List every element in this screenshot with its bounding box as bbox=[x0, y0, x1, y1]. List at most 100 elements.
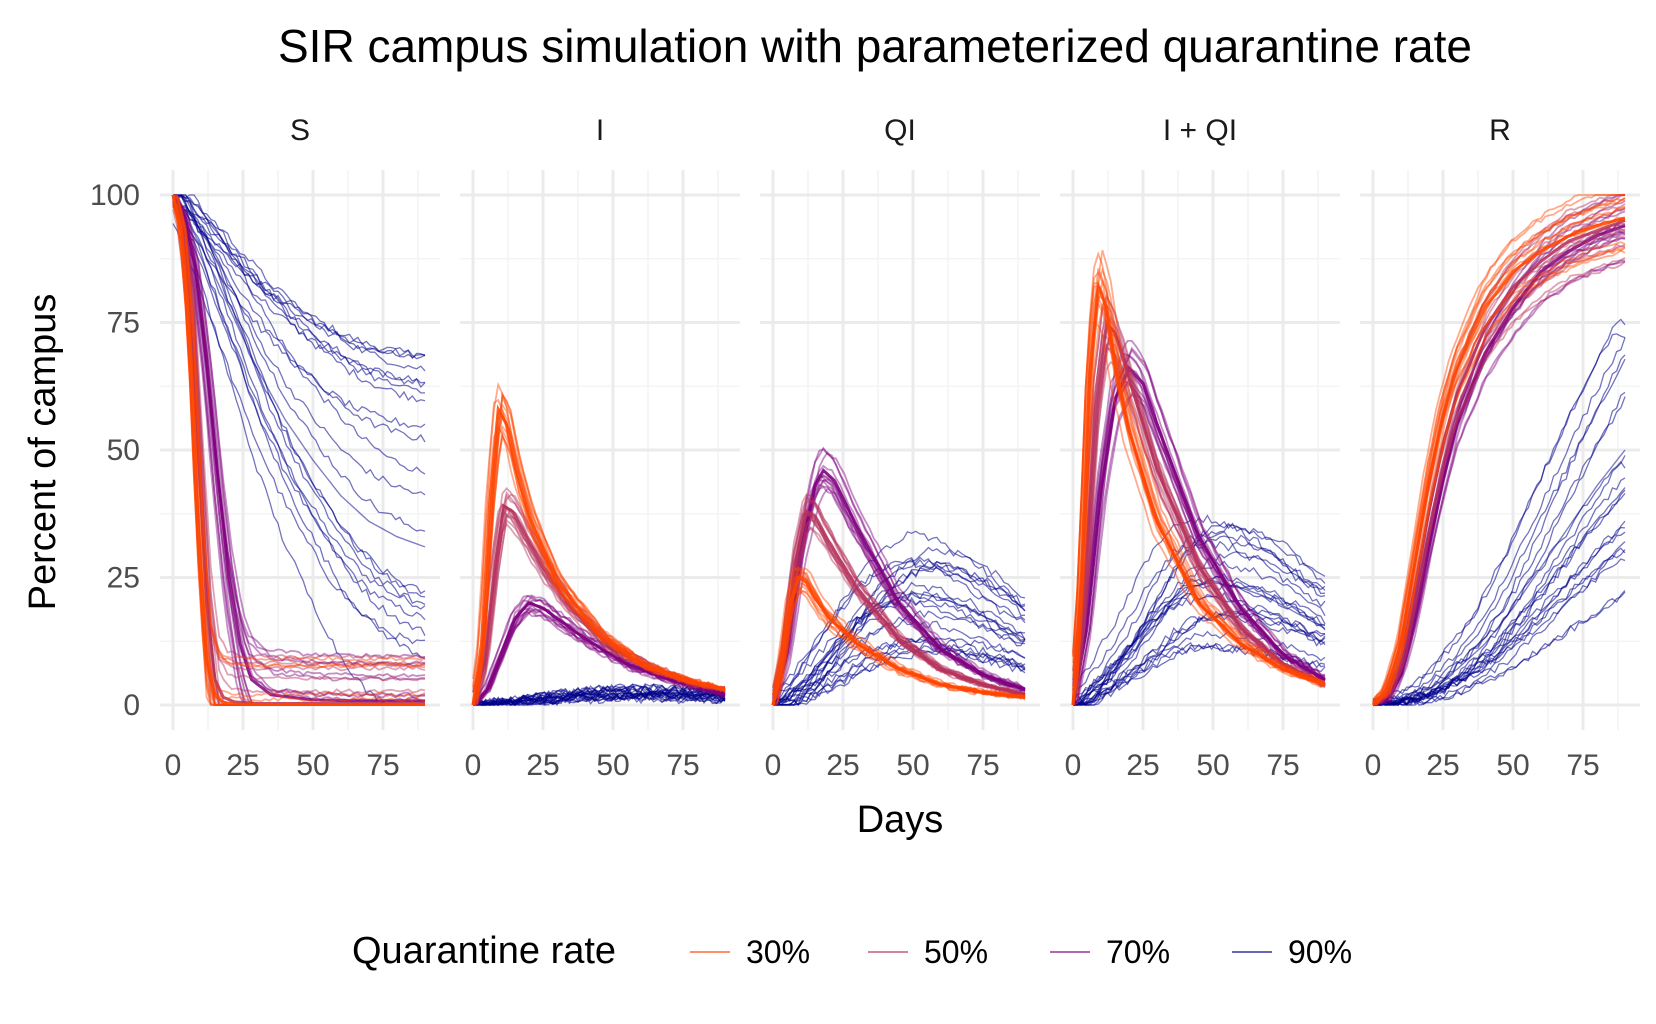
x-tick-label: 0 bbox=[1365, 749, 1382, 782]
series-mean-line-70pct bbox=[471, 601, 726, 707]
x-tick-label: 75 bbox=[1266, 749, 1299, 782]
facet-strip-label: I + QI bbox=[1163, 114, 1237, 147]
series-line-30pct bbox=[1372, 249, 1626, 706]
series-line-90pct bbox=[1373, 541, 1626, 706]
x-tick-label: 0 bbox=[165, 749, 182, 782]
series-line-90pct bbox=[172, 198, 426, 360]
series-line-30pct bbox=[172, 194, 426, 662]
series-line-30pct bbox=[1072, 249, 1326, 705]
x-tick-label: 0 bbox=[765, 749, 782, 782]
y-tick-label: 25 bbox=[107, 562, 140, 595]
series-line-50pct bbox=[1372, 235, 1626, 705]
series-line-30pct bbox=[472, 433, 726, 705]
facet-panel-iqi: I + QI 0 25 50 75 bbox=[1060, 114, 1340, 782]
series-line-90pct bbox=[172, 202, 426, 384]
series-line-90pct bbox=[172, 194, 426, 443]
series-line-30pct bbox=[172, 194, 426, 698]
x-axis-title: Days bbox=[857, 799, 944, 841]
series-line-70pct bbox=[1072, 369, 1326, 684]
series-line-70pct bbox=[472, 594, 726, 706]
series-line-90pct bbox=[172, 194, 426, 496]
series-mean-line-70pct bbox=[771, 468, 1026, 706]
series-line-30pct bbox=[1072, 321, 1326, 689]
legend-label: 30% bbox=[746, 934, 810, 970]
x-tick-label: 50 bbox=[596, 749, 629, 782]
series-30pct bbox=[1371, 194, 1626, 707]
series-line-90pct bbox=[1372, 358, 1626, 706]
series-line-90pct bbox=[772, 649, 1026, 706]
y-axis-title: Percent of campus bbox=[22, 294, 64, 611]
series-line-90pct bbox=[172, 196, 426, 606]
series-line-90pct bbox=[1372, 333, 1626, 702]
facet-panel-i: I 0 25 50 75 bbox=[460, 114, 740, 782]
series-line-70pct bbox=[772, 485, 1026, 698]
series-line-90pct bbox=[172, 204, 426, 621]
series-line-30pct bbox=[1072, 294, 1326, 699]
series-line-70pct bbox=[772, 446, 1026, 703]
series-line-90pct bbox=[172, 194, 426, 372]
series-line-90pct bbox=[1072, 576, 1326, 706]
x-tick-label: 25 bbox=[1126, 749, 1159, 782]
series-line-50pct bbox=[1372, 256, 1626, 705]
facet-strip-label: R bbox=[1489, 114, 1511, 147]
series-line-30pct bbox=[172, 195, 426, 668]
series-line-50pct bbox=[1372, 227, 1626, 706]
series-line-70pct bbox=[173, 194, 426, 666]
series-70pct bbox=[1372, 194, 1626, 707]
x-tick-label: 50 bbox=[296, 749, 329, 782]
x-tick-label: 25 bbox=[526, 749, 559, 782]
series-mean-line-30pct bbox=[171, 194, 425, 706]
series-line-30pct bbox=[773, 566, 1026, 705]
x-tick-label: 75 bbox=[666, 749, 699, 782]
facet-panel-r: R 0 25 50 75 bbox=[1360, 114, 1640, 782]
series-90pct bbox=[1372, 318, 1626, 707]
x-tick-label: 25 bbox=[226, 749, 259, 782]
series-50pct bbox=[1372, 194, 1626, 707]
series-line-90pct bbox=[772, 634, 1026, 706]
series-line-70pct bbox=[1072, 394, 1326, 706]
series-line-90pct bbox=[772, 560, 1026, 706]
series-line-50pct bbox=[172, 195, 426, 660]
series-line-90pct bbox=[172, 194, 426, 595]
series-line-50pct bbox=[772, 500, 1026, 706]
series-70pct bbox=[771, 446, 1026, 707]
series-line-70pct bbox=[1372, 210, 1626, 706]
x-tick-label: 75 bbox=[1566, 749, 1599, 782]
y-tick-label: 75 bbox=[107, 307, 140, 340]
series-line-70pct bbox=[172, 194, 426, 682]
series-line-30pct bbox=[1072, 278, 1326, 706]
series-line-30pct bbox=[1372, 198, 1626, 704]
x-tick-label: 75 bbox=[366, 749, 399, 782]
series-line-70pct bbox=[172, 201, 425, 698]
series-30pct bbox=[471, 381, 726, 706]
series-line-30pct bbox=[1072, 267, 1326, 706]
series-line-90pct bbox=[172, 206, 426, 429]
facet-panels: S 0 25 50 75 I 0 25 50 75 QI 0 25 50 75 I + QI 0 25 50 75 R 0… bbox=[160, 114, 1640, 782]
series-line-30pct bbox=[1372, 196, 1626, 706]
y-tick-label: 0 bbox=[123, 689, 140, 722]
series-line-30pct bbox=[472, 381, 726, 690]
series-line-50pct bbox=[172, 194, 426, 682]
series-line-70pct bbox=[1372, 237, 1626, 706]
series-mean-line-50pct bbox=[1372, 219, 1626, 707]
series-mean-line-50pct bbox=[771, 508, 1026, 706]
series-line-30pct bbox=[1372, 194, 1625, 700]
series-90pct bbox=[772, 530, 1026, 706]
series-line-70pct bbox=[472, 610, 726, 706]
x-tick-label: 50 bbox=[1496, 749, 1529, 782]
series-mean-line-30pct bbox=[1371, 216, 1626, 707]
series-line-90pct bbox=[1072, 641, 1326, 704]
series-line-90pct bbox=[773, 546, 1026, 706]
series-line-30pct bbox=[172, 194, 426, 669]
series-line-70pct bbox=[172, 194, 426, 699]
series-line-30pct bbox=[472, 393, 726, 704]
series-line-90pct bbox=[172, 194, 426, 532]
series-line-30pct bbox=[772, 589, 1026, 699]
series-line-30pct bbox=[1372, 247, 1626, 706]
series-line-30pct bbox=[472, 391, 726, 706]
series-line-90pct bbox=[1373, 531, 1626, 706]
x-tick-label: 25 bbox=[1426, 749, 1459, 782]
series-line-90pct bbox=[1372, 487, 1626, 706]
series-line-90pct bbox=[1073, 643, 1326, 707]
